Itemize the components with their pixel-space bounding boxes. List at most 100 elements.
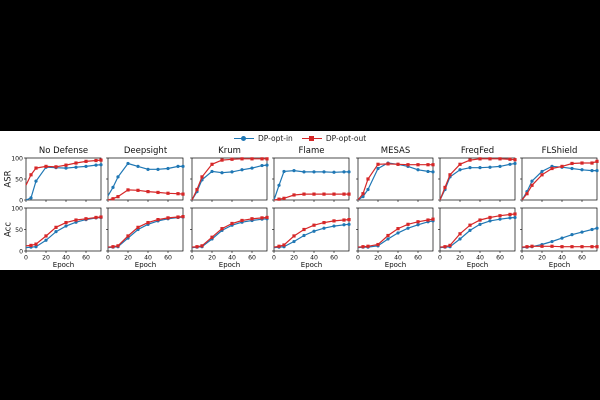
x-tick-label-flame: 20 xyxy=(290,255,298,262)
data-point-in-flame-acc xyxy=(312,229,316,233)
x-tick-label-deepsight: 60 xyxy=(164,255,172,262)
data-point-out-krum-acc xyxy=(200,244,204,248)
x-tick-label-mesas: 60 xyxy=(414,255,422,262)
data-point-in-deepsight-asr xyxy=(136,164,140,168)
data-point-in-no-defense-acc xyxy=(44,238,48,242)
data-point-out-freqfed-acc xyxy=(468,223,472,227)
data-point-out-no-defense-asr xyxy=(99,158,103,162)
y-tick-label-acc: 100 xyxy=(11,205,23,212)
data-point-out-flshield-acc xyxy=(580,245,584,249)
data-point-out-no-defense-asr xyxy=(54,165,58,169)
x-axis-label-freqfed: Epoch xyxy=(467,261,488,269)
x-tick-label-flame: 40 xyxy=(310,255,318,262)
data-point-in-freqfed-acc xyxy=(458,237,462,241)
x-axis-label-no-defense: Epoch xyxy=(53,261,74,269)
x-tick-label-krum: 20 xyxy=(208,255,216,262)
data-point-out-flame-asr xyxy=(302,192,306,196)
data-point-in-no-defense-asr xyxy=(64,166,68,170)
data-point-out-flame-asr xyxy=(312,192,316,196)
data-point-out-flshield-acc xyxy=(525,245,529,249)
series-line-in-krum-acc xyxy=(191,218,268,249)
x-axis-label-krum: Epoch xyxy=(219,261,240,269)
data-point-out-no-defense-acc xyxy=(99,215,103,219)
x-tick-label-flshield: 60 xyxy=(578,255,586,262)
data-point-out-flame-acc xyxy=(282,243,286,247)
data-point-in-deepsight-asr xyxy=(126,161,130,166)
data-point-in-flame-acc xyxy=(292,239,296,244)
data-point-in-flshield-asr xyxy=(530,179,534,183)
data-point-in-flshield-asr xyxy=(540,169,544,174)
x-tick-label-freqfed: 20 xyxy=(456,255,464,262)
data-point-in-freqfed-acc xyxy=(488,219,492,223)
data-point-out-flshield-acc xyxy=(570,245,574,249)
data-point-in-flshield-acc xyxy=(550,239,554,244)
data-point-in-mesas-asr xyxy=(376,166,380,171)
data-point-in-flshield-asr xyxy=(595,169,599,173)
data-point-out-deepsight-asr xyxy=(126,188,130,192)
data-point-in-flame-acc xyxy=(342,223,346,227)
data-point-out-deepsight-acc xyxy=(126,234,130,238)
x-tick-label-flshield: 20 xyxy=(538,255,546,262)
data-point-out-no-defense-acc xyxy=(84,217,88,221)
panel-title-krum: Krum xyxy=(218,146,241,156)
data-point-in-flame-asr xyxy=(342,170,346,174)
data-point-in-deepsight-asr xyxy=(156,167,160,171)
series-line-in-flame-asr xyxy=(273,169,349,201)
data-point-in-mesas-asr xyxy=(431,170,435,174)
data-point-in-freqfed-acc xyxy=(513,215,517,220)
x-tick-label-no-defense: 20 xyxy=(42,255,50,262)
data-point-out-freqfed-asr xyxy=(513,158,517,162)
data-point-in-flame-asr xyxy=(277,183,281,187)
data-point-in-flshield-acc xyxy=(570,233,574,237)
data-point-out-mesas-acc xyxy=(396,227,400,231)
data-point-in-flame-asr xyxy=(292,169,296,173)
series-line-out-deepsight-acc xyxy=(107,216,184,248)
data-point-in-freqfed-asr xyxy=(498,164,502,168)
x-axis-label-flame: Epoch xyxy=(301,261,322,269)
data-point-in-no-defense-asr xyxy=(74,165,78,169)
data-point-in-deepsight-asr xyxy=(181,164,185,168)
data-point-out-flame-asr xyxy=(292,193,296,197)
data-point-in-flame-asr xyxy=(282,169,286,174)
data-point-out-freqfed-asr xyxy=(508,157,512,161)
data-point-out-flshield-asr xyxy=(580,161,584,165)
series-line-out-flshield-acc xyxy=(521,245,597,248)
data-point-out-flshield-acc xyxy=(590,245,594,249)
data-point-in-flame-asr xyxy=(322,170,326,174)
legend-item-dp-opt-in: DP-opt-in xyxy=(234,134,293,143)
data-point-out-no-defense-acc xyxy=(64,221,68,225)
axes-frame-mesas-acc xyxy=(357,207,434,252)
data-point-out-flame-acc xyxy=(302,227,306,232)
data-point-out-krum-asr xyxy=(200,175,204,179)
data-point-in-flshield-acc xyxy=(580,230,584,234)
data-point-out-no-defense-asr xyxy=(64,163,68,167)
panel-title-no-defense: No Defense xyxy=(39,146,88,156)
data-point-out-mesas-acc xyxy=(386,233,390,238)
series-line-in-no-defense-asr xyxy=(25,164,102,201)
data-point-out-flame-asr xyxy=(322,192,326,196)
data-point-out-krum-acc xyxy=(260,216,264,220)
data-point-out-flshield-asr xyxy=(550,166,554,171)
panel-title-flshield: FLShield xyxy=(542,146,578,156)
data-point-out-deepsight-asr xyxy=(166,191,170,195)
data-point-out-flshield-asr xyxy=(560,164,564,168)
legend-label-dp-opt-in: DP-opt-in xyxy=(258,134,293,143)
data-point-in-deepsight-asr xyxy=(111,185,115,189)
data-point-out-deepsight-asr xyxy=(111,197,115,201)
data-point-out-krum-asr xyxy=(260,157,264,161)
data-point-out-mesas-asr xyxy=(376,162,380,166)
data-point-out-mesas-acc xyxy=(406,222,410,226)
x-tick-label-freqfed: 60 xyxy=(496,255,504,262)
data-point-in-krum-asr xyxy=(265,163,269,167)
data-point-out-deepsight-asr xyxy=(136,188,140,192)
data-point-out-mesas-asr xyxy=(396,162,400,166)
series-line-out-krum-asr xyxy=(191,158,267,201)
data-point-out-mesas-acc xyxy=(376,242,380,247)
data-point-out-no-defense-asr xyxy=(29,173,33,177)
data-point-out-deepsight-asr xyxy=(156,190,160,195)
data-point-out-krum-asr xyxy=(240,157,244,161)
data-point-out-krum-acc xyxy=(250,217,254,221)
data-point-in-deepsight-asr xyxy=(166,166,170,171)
data-point-out-flame-asr xyxy=(282,196,286,200)
x-tick-label-krum: 60 xyxy=(248,255,256,262)
